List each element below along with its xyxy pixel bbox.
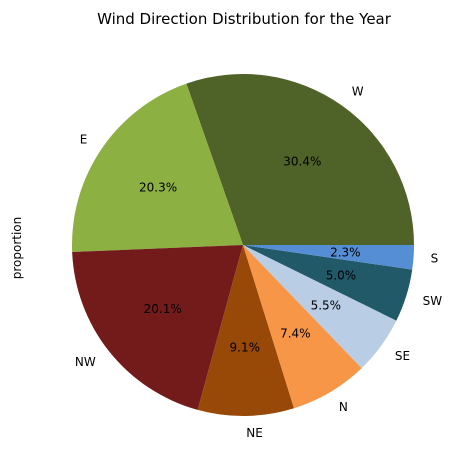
pie-slices [71,73,414,416]
slice-label-se: SE [395,349,410,363]
pie-slice-sw [243,245,413,321]
y-axis-label: proportion [10,217,24,280]
pie-slice-w [186,73,414,245]
slice-label-e: E [80,132,88,146]
pie-slice-n [243,245,362,409]
slice-label-s: S [431,252,439,266]
pie-slice-se [243,245,397,369]
pct-label-ne: 9.1% [230,341,261,355]
slice-label-sw: SW [423,294,443,308]
pct-label-sw: 5.0% [326,268,357,282]
pct-label-n: 7.4% [280,326,311,340]
pie-labels: W 30.4% E 20.3% NW 20.1% NE 9.1% N 7.4% SE 5.5% SW 5.… [75,85,442,441]
pie-slice-ne [197,245,295,416]
pct-label-e: 20.3% [139,180,177,194]
slice-label-nw: NW [75,355,96,369]
slice-label-w: W [352,85,364,99]
pie-slice-nw [72,245,243,410]
pie-slice-s [243,245,414,270]
pct-label-nw: 20.1% [144,302,182,316]
chart-title: Wind Direction Distribution for the Year [97,10,392,28]
pct-label-s: 2.3% [330,245,361,259]
slice-label-ne: NE [246,426,263,440]
slice-label-n: N [339,400,348,414]
pct-label-se: 5.5% [311,299,342,313]
pct-label-w: 30.4% [283,154,321,168]
pie-slice-e [71,83,243,252]
